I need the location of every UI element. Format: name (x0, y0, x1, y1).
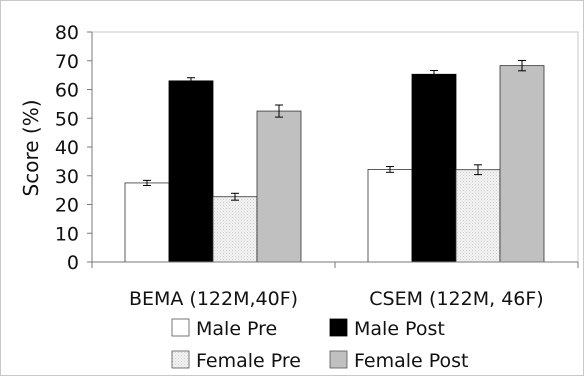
y-axis-title: Score (%) (19, 100, 43, 197)
legend-swatch (171, 350, 190, 369)
bar-female-pre (212, 196, 258, 263)
bar-female-post (256, 110, 302, 263)
category-label: BEMA (122M,40F) (129, 288, 298, 310)
y-tick-label: 80 (55, 22, 79, 44)
legend-label: Male Pre (196, 318, 277, 340)
y-tick-label: 20 (55, 195, 79, 217)
y-tick-label: 70 (55, 51, 79, 73)
bar-male-pre (367, 169, 413, 263)
y-tick-label: 50 (55, 108, 79, 130)
y-tick-label: 10 (55, 223, 79, 245)
legend-swatch (329, 350, 348, 369)
legend-label: Male Post (354, 318, 445, 340)
legend-swatch (329, 318, 348, 337)
category-label: CSEM (122M, 46F) (369, 288, 543, 310)
y-tick-label: 40 (55, 137, 79, 159)
legend-swatch (171, 318, 190, 337)
y-tick-label: 60 (55, 80, 79, 102)
legend-label: Female Post (354, 350, 469, 372)
y-tick-label: 30 (55, 166, 79, 188)
bar-female-post (499, 65, 545, 263)
bar-male-post (411, 73, 457, 263)
bar-male-post (168, 80, 214, 263)
bar-female-pre (455, 169, 501, 263)
legend-label: Female Pre (196, 350, 301, 372)
bar-male-pre (124, 182, 170, 263)
y-tick-label: 0 (67, 252, 79, 274)
